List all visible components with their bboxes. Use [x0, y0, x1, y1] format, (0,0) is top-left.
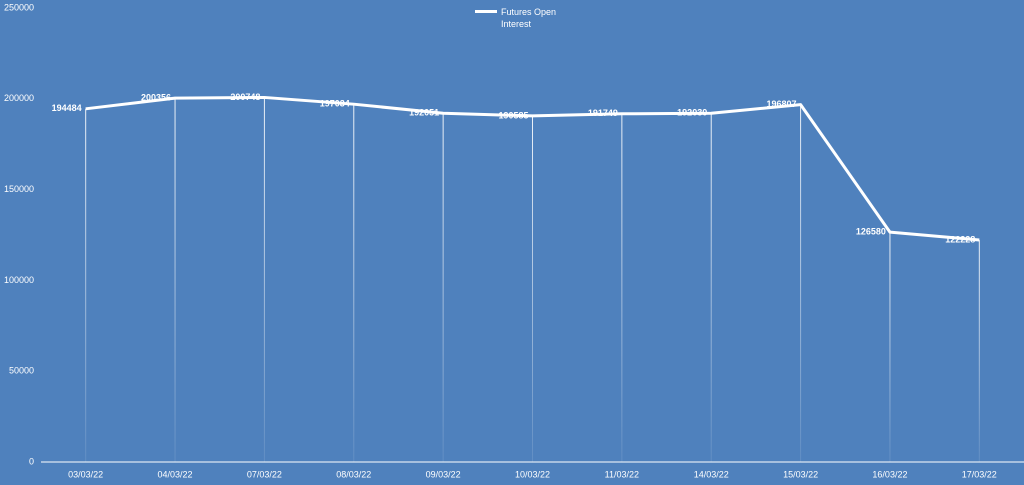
drop-line [174, 98, 176, 462]
drop-line [978, 240, 980, 462]
data-label: 190585 [498, 110, 528, 120]
x-tick-label: 08/03/22 [336, 469, 371, 479]
drop-line [442, 113, 444, 462]
data-label: 200356 [141, 93, 171, 103]
x-tick-label: 09/03/22 [426, 469, 461, 479]
x-tick-label: 14/03/22 [694, 469, 729, 479]
x-tick-label: 16/03/22 [872, 469, 907, 479]
legend-label: Futures Open Interest [501, 7, 557, 29]
data-label: 196807 [767, 99, 797, 109]
drop-line [710, 113, 712, 462]
data-label: 194484 [52, 103, 82, 113]
legend: Futures Open Interest [475, 6, 561, 30]
drop-line [353, 104, 355, 463]
x-tick-label: 15/03/22 [783, 469, 818, 479]
drop-line [532, 115, 533, 462]
x-tick-label: 03/03/22 [68, 469, 103, 479]
drop-line [621, 113, 623, 462]
data-label: 197034 [320, 99, 350, 109]
data-label: 122228 [945, 234, 975, 244]
line [85, 95, 980, 242]
data-label: 192030 [677, 108, 707, 118]
y-tick-label: 150000 [4, 184, 34, 194]
x-tick-label: 17/03/22 [962, 469, 997, 479]
y-tick-label: 250000 [4, 2, 34, 12]
y-tick-label: 100000 [4, 275, 34, 285]
drop-line [800, 104, 802, 463]
x-tick-label: 10/03/22 [515, 469, 550, 479]
x-tick-label: 07/03/22 [247, 469, 282, 479]
y-tick-label: 200000 [4, 93, 34, 103]
drop-line [889, 232, 891, 462]
x-tick-label: 04/03/22 [158, 469, 193, 479]
y-tick-label: 0 [29, 456, 34, 466]
drop-line [85, 108, 87, 463]
data-label: 192051 [409, 108, 439, 118]
data-label: 126580 [856, 227, 886, 237]
drop-line [263, 97, 265, 462]
data-label: 191749 [588, 108, 618, 118]
legend-swatch [475, 10, 497, 13]
data-label: 200748 [230, 92, 260, 102]
y-tick-label: 50000 [9, 366, 34, 376]
x-tick-label: 11/03/22 [605, 469, 639, 479]
